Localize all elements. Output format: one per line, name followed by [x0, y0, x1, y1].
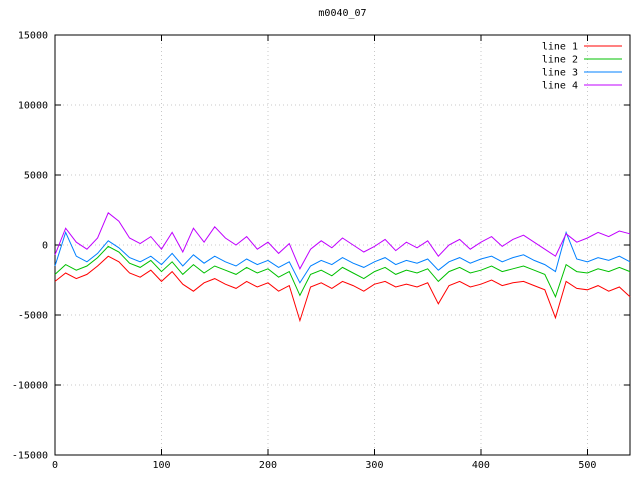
- x-tick-label: 200: [259, 460, 277, 471]
- series-line-1: [54, 255, 631, 323]
- y-tick-label: 0: [42, 241, 48, 252]
- legend-label: line 4: [542, 81, 578, 92]
- y-tick-label: -5000: [18, 311, 48, 322]
- legend-label: line 3: [542, 68, 578, 79]
- x-tick-label: 300: [365, 460, 383, 471]
- y-tick-label: 10000: [18, 101, 48, 112]
- y-tick-label: 5000: [24, 171, 48, 182]
- series-line-4: [54, 212, 631, 270]
- legend-label: line 1: [542, 42, 578, 53]
- y-tick-label: -15000: [12, 451, 48, 462]
- legend-label: line 2: [542, 55, 578, 66]
- y-tick-label: 15000: [18, 31, 48, 42]
- series-line-3: [54, 230, 631, 284]
- series-line-2: [54, 245, 631, 299]
- chart-title: m0040_07: [318, 8, 367, 19]
- x-tick-label: 500: [578, 460, 596, 471]
- x-tick-label: 400: [472, 460, 490, 471]
- y-tick-label: -10000: [12, 381, 48, 392]
- x-tick-label: 0: [52, 460, 58, 471]
- plot-border: [54, 34, 631, 456]
- x-tick-label: 100: [152, 460, 170, 471]
